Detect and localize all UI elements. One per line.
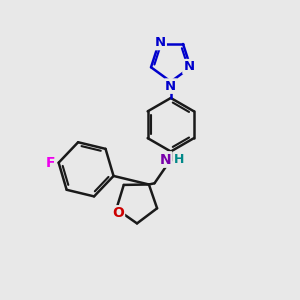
Text: H: H xyxy=(174,153,184,166)
Text: N: N xyxy=(165,80,176,93)
Text: N: N xyxy=(160,152,171,167)
Text: N: N xyxy=(184,60,195,73)
Text: N: N xyxy=(154,36,166,49)
Text: O: O xyxy=(112,206,124,220)
Text: F: F xyxy=(46,156,55,170)
